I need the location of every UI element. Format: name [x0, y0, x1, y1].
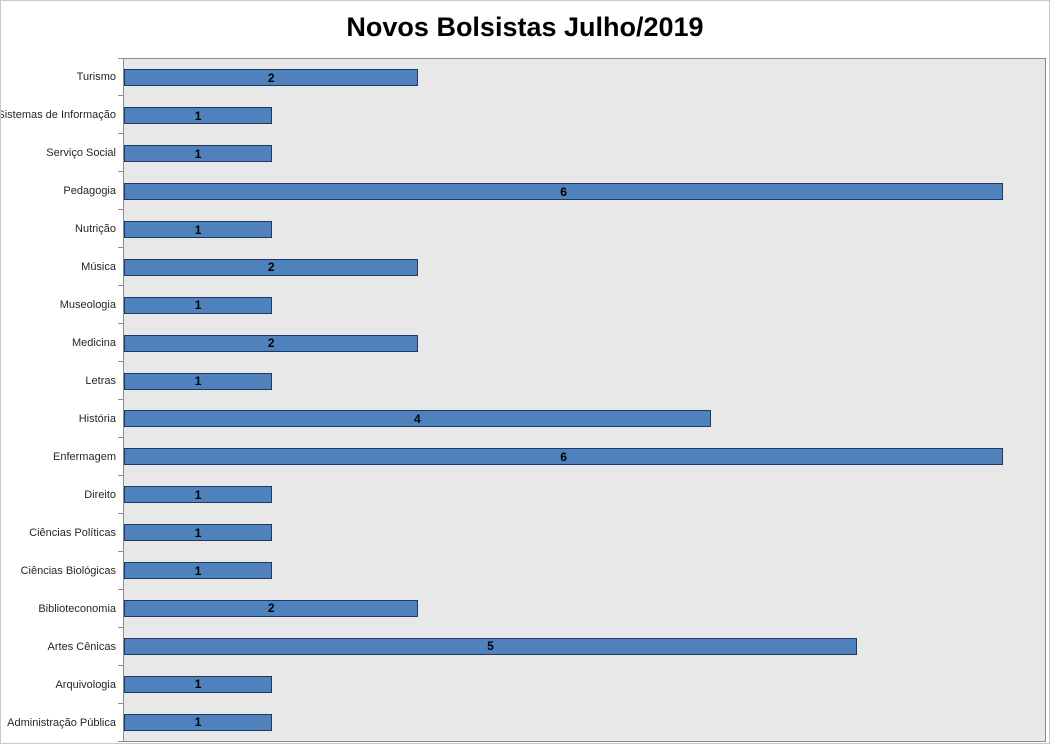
bar-row: 1 [124, 665, 1045, 703]
bar-value-label: 1 [194, 146, 202, 161]
bar-row: 1 [124, 97, 1045, 135]
bar-value-label: 4 [414, 411, 421, 426]
bar: 1 [124, 486, 273, 504]
bar-value-label: 1 [194, 108, 202, 123]
chart-body: Turismo Sistemas de Informação Serviço Soc… [1, 58, 1046, 742]
bar: 2 [124, 69, 419, 87]
bar: 6 [124, 448, 1004, 466]
bar: 1 [124, 145, 273, 163]
bar-value-label: 2 [267, 260, 275, 275]
bar-row: 1 [124, 552, 1045, 590]
bar-row: 5 [124, 627, 1045, 665]
bar-row: 1 [124, 476, 1045, 514]
category-label: Arquivologia [1, 666, 123, 704]
bar-value-label: 2 [267, 336, 275, 351]
category-label: Pedagogia [1, 172, 123, 210]
bar: 1 [124, 713, 273, 731]
category-axis: Turismo Sistemas de Informação Serviço Soc… [1, 58, 123, 742]
bar-row: 1 [124, 211, 1045, 249]
category-label: Letras [1, 362, 123, 400]
bar-value-label: 1 [194, 222, 202, 237]
chart-title: Novos Bolsistas Julho/2019 [346, 12, 704, 42]
bar-value-label: 1 [194, 298, 202, 313]
bar-row: 1 [124, 362, 1045, 400]
bar: 2 [124, 334, 419, 352]
bar: 5 [124, 637, 857, 655]
bar-row: 6 [124, 438, 1045, 476]
bar-value-label: 1 [194, 487, 202, 502]
bar: 1 [124, 562, 273, 580]
bar-row: 2 [124, 589, 1045, 627]
category-label: Administração Pública [1, 704, 123, 742]
bar: 1 [124, 221, 273, 238]
bar-value-label: 6 [560, 184, 567, 199]
bar-row: 2 [124, 59, 1045, 97]
category-label: Ciências Biológicas [1, 552, 123, 590]
bar-row: 4 [124, 400, 1045, 438]
category-label: Sistemas de Informação [1, 96, 123, 134]
bar: 1 [124, 524, 273, 542]
bar-row: 6 [124, 173, 1045, 211]
bar: 1 [124, 675, 273, 693]
category-label: Museologia [1, 286, 123, 324]
bar-value-label: 1 [194, 715, 202, 730]
bar-row: 1 [124, 703, 1045, 741]
category-label: Música [1, 248, 123, 286]
bar-value-label: 1 [194, 374, 202, 389]
bar-row: 1 [124, 514, 1045, 552]
bar-value-label: 2 [267, 601, 275, 616]
bar: 1 [124, 296, 273, 314]
category-label: Ciências Políticas [1, 514, 123, 552]
category-label: Enfermagem [1, 438, 123, 476]
bar-row: 2 [124, 248, 1045, 286]
bar-value-label: 2 [267, 70, 275, 85]
bar-value-label: 1 [194, 525, 202, 540]
bar: 2 [124, 599, 419, 617]
category-label: Biblioteconomia [1, 590, 123, 628]
bar-row: 1 [124, 135, 1045, 173]
category-label: Direito [1, 476, 123, 514]
category-label: Turismo [1, 58, 123, 96]
bar-value-label: 1 [194, 563, 202, 578]
bar-value-label: 5 [487, 639, 494, 654]
category-label: Medicina [1, 324, 123, 362]
bar: 1 [124, 372, 273, 390]
category-label: Artes Cênicas [1, 628, 123, 666]
bar: 2 [124, 258, 419, 276]
bar-value-label: 6 [560, 449, 567, 464]
bar: 6 [124, 183, 1004, 201]
category-label: Nutrição [1, 210, 123, 248]
category-label: História [1, 400, 123, 438]
bar-row: 1 [124, 286, 1045, 324]
bar: 4 [124, 410, 711, 428]
category-label: Serviço Social [1, 134, 123, 172]
bar-row: 2 [124, 324, 1045, 362]
bar-value-label: 1 [194, 677, 202, 692]
bar: 1 [124, 107, 273, 125]
